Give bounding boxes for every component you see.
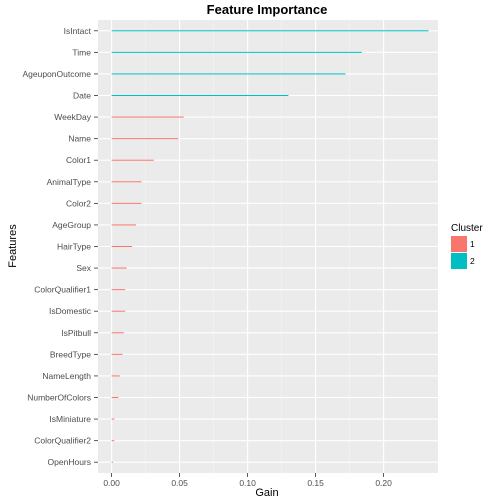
y-tick-labels: IsIntact Time AgeuponOutcome Date WeekDay Nam… — [22, 26, 98, 467]
bar-isminiature — [111, 418, 115, 420]
bar-numberofcolors — [111, 397, 119, 398]
bar-color2 — [111, 202, 142, 204]
y-tick-label: Sex — [76, 263, 91, 273]
bar-hairtype — [111, 246, 132, 247]
bar-openhours — [111, 461, 113, 463]
y-tick-label: IsMiniature — [49, 414, 91, 424]
bar-agegroup — [111, 224, 137, 226]
x-axis-title: Gain — [255, 487, 278, 499]
y-axis-title: Features — [7, 224, 19, 268]
bar-namelength — [111, 375, 120, 377]
bar-ageuponoutcome — [111, 73, 346, 75]
bar-breedtype — [111, 353, 123, 355]
bar-animaltype — [111, 181, 142, 183]
y-tick-label: NameLength — [42, 371, 91, 381]
y-tick-label: BreedType — [50, 349, 91, 359]
y-tick-label: IsDomestic — [49, 306, 92, 316]
y-tick-label: AnimalType — [47, 177, 92, 187]
bar-time — [111, 51, 362, 53]
legend-title: Cluster — [451, 223, 483, 234]
y-tick-label: Date — [73, 91, 91, 101]
y-tick-label: AgeuponOutcome — [22, 69, 91, 79]
legend-label-1: 1 — [470, 239, 475, 249]
y-tick-label: OpenHours — [48, 457, 91, 467]
y-tick-label: ColorQualifier1 — [34, 285, 91, 295]
bar-name — [111, 138, 179, 140]
y-tick-label: Name — [68, 134, 91, 144]
bar-ispitbull — [111, 332, 124, 334]
bar-colorqualifier1 — [111, 289, 126, 291]
legend: Cluster 1 2 — [451, 223, 483, 269]
bars-layer — [111, 30, 429, 463]
x-tick-labels: 0.00 0.05 0.10 0.15 0.20 — [103, 473, 392, 488]
y-tick-label: AgeGroup — [52, 220, 91, 230]
x-tick-label: 0.00 — [103, 478, 120, 488]
x-tick-label: 0.05 — [171, 478, 188, 488]
y-tick-label: ColorQualifier2 — [34, 436, 91, 446]
bar-date — [111, 95, 289, 96]
y-tick-label: Color1 — [66, 155, 91, 165]
bar-weekday — [111, 116, 184, 118]
y-tick-label: HairType — [57, 242, 91, 252]
legend-label-2: 2 — [470, 256, 475, 266]
legend-swatch-2 — [451, 253, 467, 269]
y-tick-label: IsIntact — [64, 26, 92, 36]
legend-swatch-1 — [451, 236, 467, 252]
y-tick-label: IsPitbull — [61, 328, 91, 338]
bar-sex — [111, 267, 127, 269]
bar-isintact — [111, 30, 429, 32]
y-tick-label: WeekDay — [54, 112, 91, 122]
bar-colorqualifier2 — [111, 440, 115, 442]
chart-title: Feature Importance — [207, 2, 328, 17]
y-tick-label: NumberOfColors — [27, 393, 91, 403]
x-tick-label: 0.10 — [239, 478, 256, 488]
bar-color1 — [111, 159, 154, 161]
x-tick-label: 0.15 — [307, 478, 324, 488]
x-tick-label: 0.20 — [375, 478, 392, 488]
bar-isdomestic — [111, 310, 126, 312]
y-tick-label: Time — [72, 47, 91, 57]
y-tick-label: Color2 — [66, 198, 91, 208]
